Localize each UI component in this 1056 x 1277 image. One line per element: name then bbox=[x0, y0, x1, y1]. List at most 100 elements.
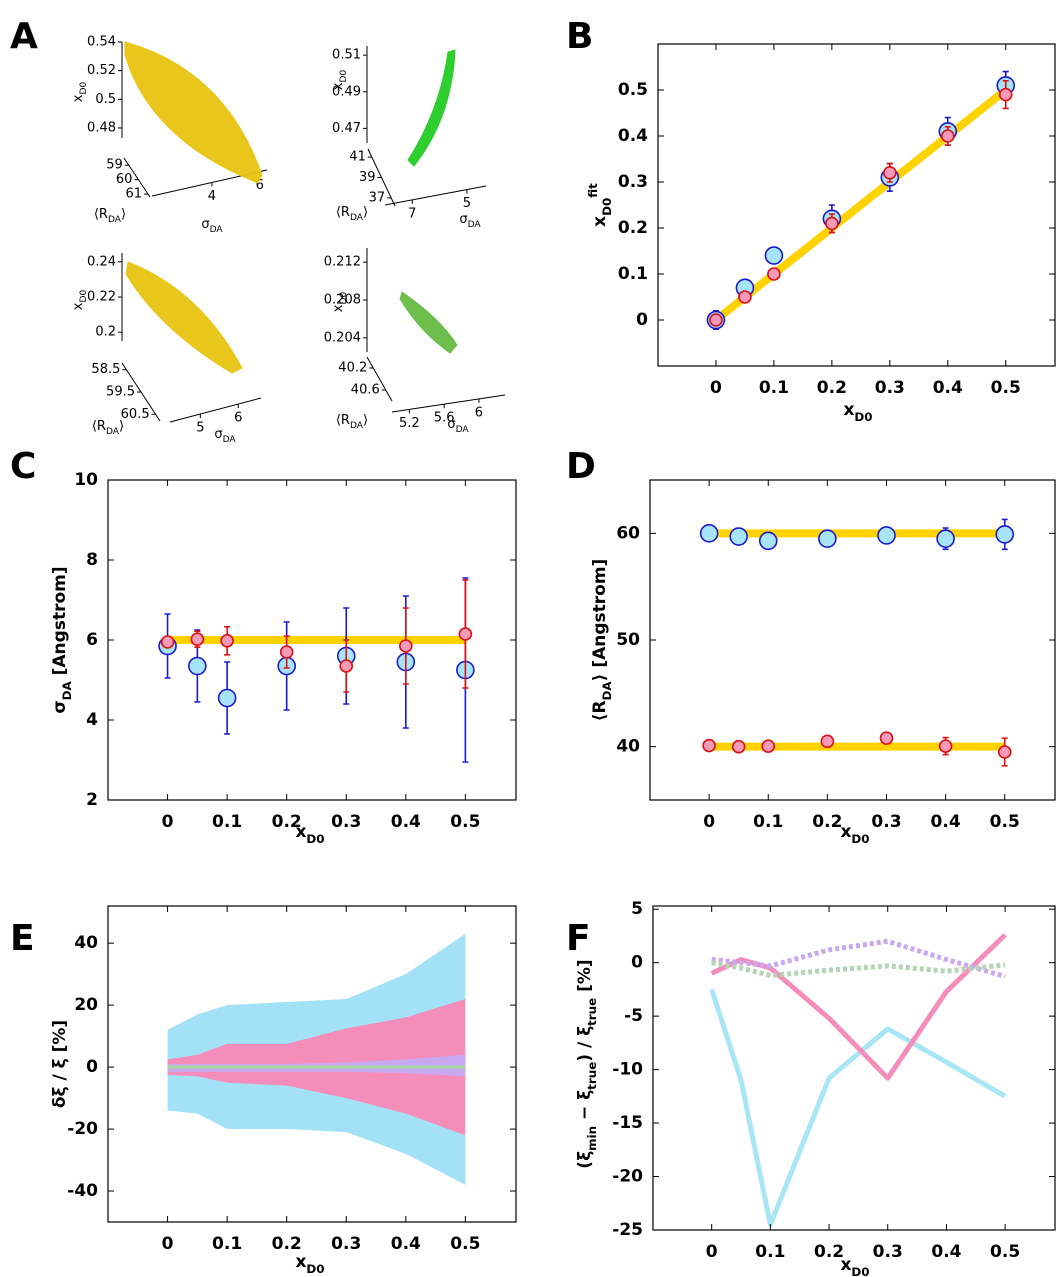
x-axis-label-part: σ bbox=[214, 427, 222, 442]
y-tick-label: 59 bbox=[106, 158, 123, 173]
x-tick-label: 0.1 bbox=[759, 378, 789, 398]
marker bbox=[825, 216, 839, 231]
x-axis-label-part: DA bbox=[210, 225, 224, 235]
marker bbox=[883, 166, 897, 180]
marker bbox=[339, 659, 354, 673]
y-tick-label: 50 bbox=[616, 630, 640, 650]
y-tick-label: 8 bbox=[86, 550, 98, 570]
y-axis-label-part: [Angstrom] bbox=[50, 566, 70, 681]
x-tick-label: 0.5 bbox=[990, 812, 1020, 832]
y-tick-label: 0 bbox=[636, 310, 648, 330]
line bbox=[713, 86, 1009, 324]
x-tick-label: 0.1 bbox=[212, 812, 242, 832]
x-tick-label: 0 bbox=[703, 812, 715, 832]
y-tick-label: 37 bbox=[369, 190, 386, 205]
x-tick-label: 0 bbox=[706, 1242, 718, 1262]
marker bbox=[190, 632, 205, 647]
y-axis-label-part: ) / ξ bbox=[575, 1026, 595, 1062]
x-axis-label: σDA bbox=[214, 427, 236, 445]
z-tick-label: 0.54 bbox=[87, 35, 116, 50]
y-tick-label: -15 bbox=[612, 1113, 643, 1133]
band bbox=[167, 1065, 466, 1069]
x-tick-label: 0.2 bbox=[272, 1234, 302, 1254]
x-tick-label: 5 bbox=[196, 421, 204, 436]
x-axis-label: xD0 bbox=[840, 822, 869, 846]
line bbox=[711, 938, 1006, 979]
x-axis-label-part: x bbox=[295, 1252, 306, 1272]
y-axis-label: (ξmin − ξtrue) / ξtrue [%] bbox=[575, 959, 599, 1168]
y-tick-label: 39 bbox=[359, 170, 376, 185]
isosurface bbox=[399, 291, 458, 354]
marker bbox=[188, 656, 207, 676]
marker bbox=[458, 627, 473, 641]
x-tick-label: 0.3 bbox=[875, 378, 905, 398]
x-tick-label: 0.2 bbox=[272, 812, 302, 832]
y-axis-3d bbox=[123, 157, 151, 198]
x-tick-label: 6 bbox=[234, 411, 242, 426]
marker bbox=[818, 529, 837, 548]
z-axis-label-part: D0 bbox=[79, 290, 89, 303]
y-axis-label-part: ⟨R bbox=[92, 419, 106, 434]
y-axis-label-part: DA bbox=[106, 427, 120, 437]
y-tick-label: 0.3 bbox=[618, 172, 648, 192]
y-tick-label: 40 bbox=[616, 737, 640, 757]
y-axis-label-part: x bbox=[590, 216, 610, 227]
y-tick-label: -40 bbox=[67, 1181, 98, 1201]
y-tick-label: 41 bbox=[349, 150, 366, 165]
x-tick-label: 0 bbox=[710, 378, 722, 398]
marker bbox=[702, 738, 716, 753]
y-axis-label: δξ / ξ [%] bbox=[50, 1020, 70, 1108]
z-axis-label: xD0 bbox=[331, 292, 349, 313]
marker bbox=[729, 527, 748, 546]
y-axis-label-part: true bbox=[585, 998, 599, 1026]
x-tick-label: 0.4 bbox=[931, 1242, 961, 1262]
marker bbox=[997, 745, 1012, 759]
marker bbox=[995, 525, 1015, 544]
marker bbox=[279, 645, 294, 659]
z-tick-label: 0.2 bbox=[95, 325, 116, 340]
z-axis-label-part: x bbox=[71, 94, 86, 102]
x-axis-label-part: σ bbox=[459, 212, 467, 227]
x-tick-label: 0.5 bbox=[990, 1242, 1020, 1262]
x-axis-label-part: D0 bbox=[306, 832, 324, 846]
x-tick-label: 0.2 bbox=[812, 812, 842, 832]
marker bbox=[699, 524, 719, 543]
y-axis-label-part: true bbox=[585, 1062, 599, 1090]
x-axis-label: σDA bbox=[201, 217, 223, 235]
line bbox=[711, 960, 1006, 979]
x-tick-label: 0.5 bbox=[450, 1234, 480, 1254]
line bbox=[710, 933, 1007, 1081]
y-axis-label-part: σ bbox=[50, 700, 70, 713]
x-tick-label: 0.3 bbox=[331, 1234, 361, 1254]
y-tick-label: 60.5 bbox=[121, 407, 150, 422]
y-tick-label: 58.5 bbox=[91, 362, 120, 377]
y-tick-label: 0 bbox=[86, 1057, 98, 1077]
x-axis-3d bbox=[169, 397, 262, 423]
x-tick-label: 5 bbox=[463, 196, 471, 211]
x-axis-label: xD0 bbox=[843, 400, 872, 424]
x-tick-label: 6 bbox=[475, 405, 483, 420]
y-axis-3d bbox=[366, 356, 393, 402]
y-axis-label-part: min bbox=[585, 1126, 599, 1151]
marker bbox=[767, 267, 781, 281]
x-axis-label-part: x bbox=[840, 822, 851, 842]
y-tick-label: 40.2 bbox=[338, 361, 367, 376]
y-axis-label-part: ⟨R bbox=[94, 207, 108, 222]
y-axis-label: ⟨RDA⟩ bbox=[92, 419, 124, 437]
y-axis-label-part: DA bbox=[600, 681, 614, 701]
y-axis-label-part: ⟩ bbox=[363, 413, 368, 428]
y-tick-label: 0.1 bbox=[618, 264, 648, 284]
y-axis-label-part: − ξ bbox=[575, 1090, 595, 1126]
x-tick-label: 0 bbox=[162, 1234, 174, 1254]
x-axis-label: xD0 bbox=[295, 1252, 324, 1276]
y-tick-label: -20 bbox=[67, 1119, 98, 1139]
plot-frame bbox=[657, 43, 1056, 367]
marker bbox=[399, 639, 413, 653]
y-axis-label-part: ⟩ bbox=[119, 419, 124, 434]
z-tick-label: 0.208 bbox=[324, 293, 361, 308]
z-axis-label: xD0 bbox=[331, 70, 349, 91]
x-tick-label: 0.4 bbox=[933, 378, 963, 398]
x-axis-label-part: DA bbox=[223, 435, 237, 445]
